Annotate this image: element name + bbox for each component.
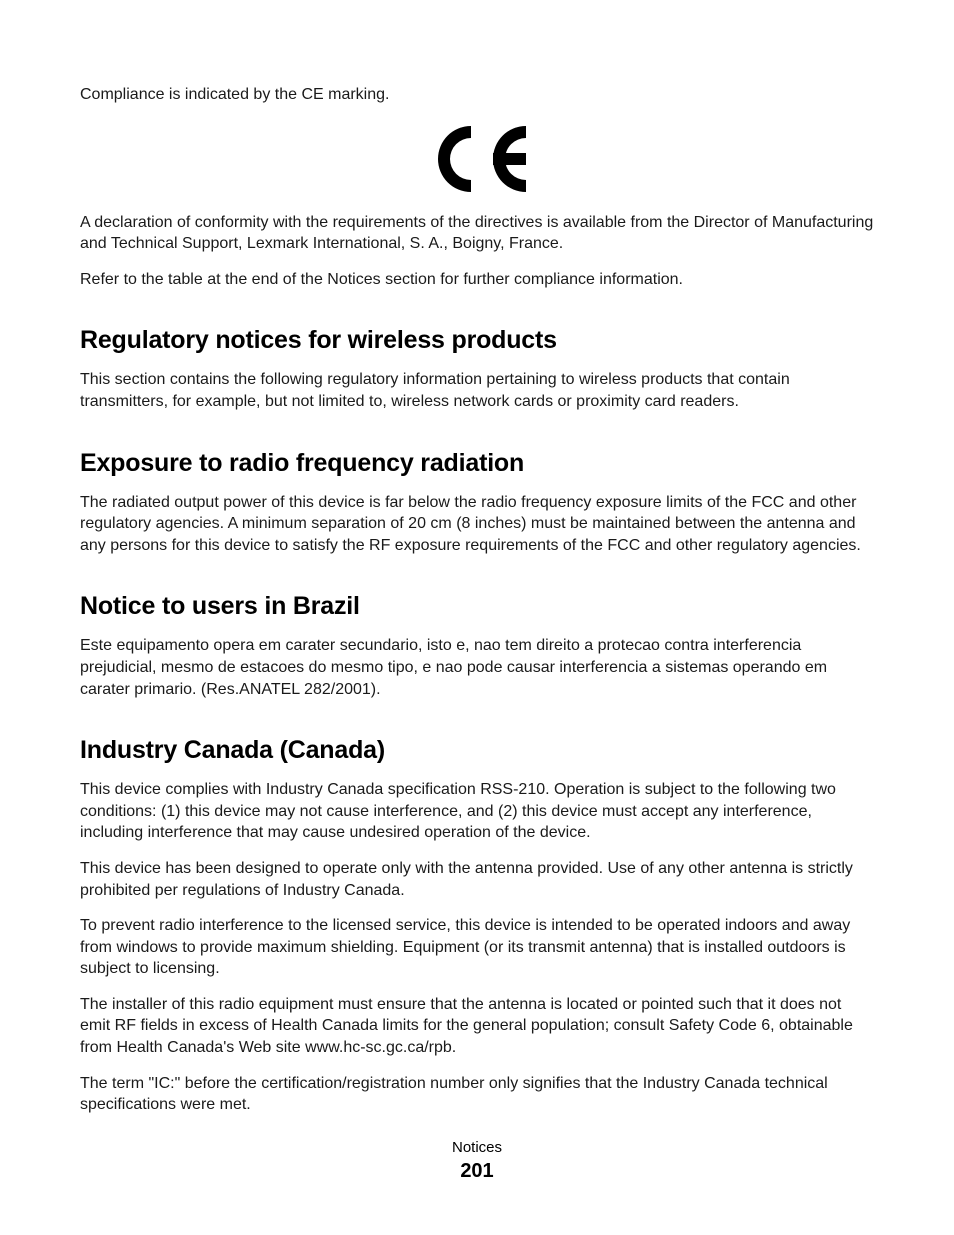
page-footer: Notices 201 <box>0 1139 954 1183</box>
heading-canada: Industry Canada (Canada) <box>80 736 874 765</box>
canada-paragraph-3: To prevent radio interference to the lic… <box>80 915 874 980</box>
intro-paragraph-3: Refer to the table at the end of the Not… <box>80 269 874 291</box>
document-page: Compliance is indicated by the CE markin… <box>0 0 954 1235</box>
canada-paragraph-4: The installer of this radio equipment mu… <box>80 994 874 1059</box>
intro-paragraph-2: A declaration of conformity with the req… <box>80 212 874 255</box>
brazil-paragraph-1: Este equipamento opera em carater secund… <box>80 635 874 700</box>
footer-page-number: 201 <box>0 1160 954 1183</box>
canada-paragraph-5: The term "IC:" before the certification/… <box>80 1073 874 1116</box>
exposure-paragraph-1: The radiated output power of this device… <box>80 492 874 557</box>
intro-paragraph-1: Compliance is indicated by the CE markin… <box>80 84 874 106</box>
ce-mark-icon <box>422 120 532 198</box>
canada-paragraph-2: This device has been designed to operate… <box>80 858 874 901</box>
canada-paragraph-1: This device complies with Industry Canad… <box>80 779 874 844</box>
heading-regulatory: Regulatory notices for wireless products <box>80 326 874 355</box>
heading-brazil: Notice to users in Brazil <box>80 592 874 621</box>
heading-exposure: Exposure to radio frequency radiation <box>80 449 874 478</box>
regulatory-paragraph-1: This section contains the following regu… <box>80 369 874 412</box>
footer-section-label: Notices <box>0 1139 954 1156</box>
